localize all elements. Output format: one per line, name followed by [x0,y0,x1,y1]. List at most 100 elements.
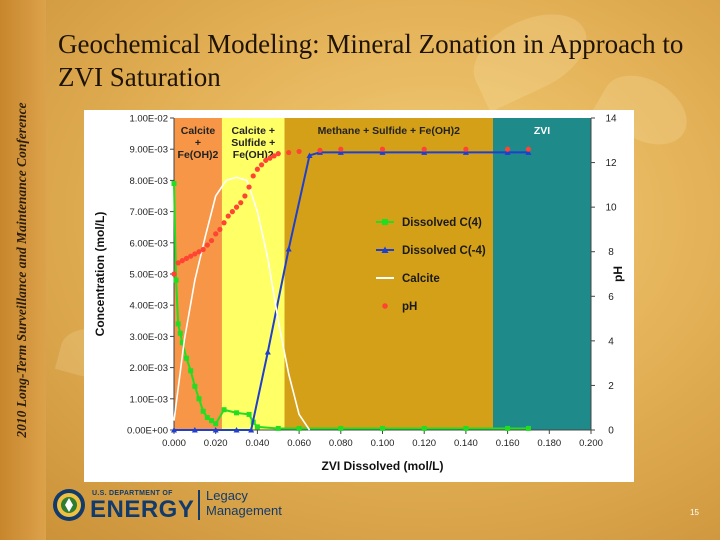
series-dissolved-c-4-point [248,427,255,433]
zone-label: + [195,137,201,149]
y-tick-label: 2.00E-03 [129,363,168,374]
series-dissolved-c-4-point [204,415,210,421]
x-tick-label: 0.160 [496,438,520,449]
series-dissolved-c-4-point [254,424,260,430]
series-dissolved-c-4-point [179,340,185,346]
y-tick-label: 8.00E-03 [129,176,168,187]
series-ph-point [286,149,292,156]
series-dissolved-c-4-point [421,425,427,431]
series-dissolved-c-4-point [525,425,531,431]
series-ph-point [463,146,469,152]
series-ph-point [250,173,256,179]
org-name: ENERGY [90,496,195,523]
series-dissolved-c-4-point [196,396,202,402]
series-dissolved-c-4-point [463,425,469,431]
series-ph-point [258,162,265,168]
side-band [0,0,46,540]
series-dissolved-c-4-point [212,427,219,433]
series-dissolved-c-4-point [525,149,532,155]
y2-tick-label: 8 [608,247,614,258]
x-tick-label: 0.000 [162,438,186,449]
zone-band-1 [221,118,285,430]
series-dissolved-c-4-point [221,407,227,413]
chart-container: Calcite + Fe(OH)2 Calcite + Sulfide + Fe(OH)2… [84,110,634,482]
y-axis-title: Concentration (mol/L) [93,212,107,337]
series-ph-point [225,213,231,219]
series-ph-point [217,226,223,233]
x-tick-label: 0.060 [287,438,311,449]
org-line: U.S. DEPARTMENT OF [92,490,173,497]
series-ph-point [505,146,511,152]
series-ph-point [229,209,235,215]
y2-tick-label: 0 [608,426,614,437]
y-tick-label: 4.00E-03 [129,301,168,312]
y2-tick-label: 12 [605,158,617,169]
legend-dissolved-c-4-swatch-marker [381,246,389,253]
y2-tick-label: 4 [608,336,614,347]
legend-dissolved-c-4-label: Dissolved C(-4) [402,245,486,257]
y-tick-label: 3.00E-03 [129,332,168,343]
zone-label: Calcite [181,125,216,137]
legend-calcite-label: Calcite [402,273,440,285]
series-ph-point [233,204,240,210]
series-dissolved-c-4-point [379,149,386,155]
y2-tick-label: 10 [605,203,617,214]
series-dissolved-c-4-point [213,421,219,427]
footer: U.S. DEPARTMENT OF ENERGY Legacy Managem… [40,482,720,540]
page-number: 15 [690,508,699,517]
series-dissolved-c-4-point [275,425,281,431]
series-ph-point [175,260,181,266]
series-dissolved-c-4-point [171,181,177,187]
y-tick-label: 6.00E-03 [129,238,168,249]
y2-axis-title: pH [611,266,625,282]
series-ph-point [379,146,386,152]
series-dissolved-c-4-point [175,321,181,327]
legend-dissolved-c-4-swatch-marker [382,219,388,225]
series-ph-point [254,166,260,172]
y-tick-label: 9.00E-03 [129,145,168,156]
series-ph-point [421,146,427,152]
zone-label: ZVI [534,125,550,137]
series-ph-point [246,184,252,190]
series-dissolved-c-4-point [234,410,240,416]
zone-label: Fe(OH)2 [233,149,274,161]
series-dissolved-c-4-point [421,149,428,155]
series-dissolved-c-4-point [177,330,183,336]
x-tick-label: 0.140 [454,438,478,449]
series-dissolved-c-4-point [296,425,302,431]
y2-tick-label: 6 [608,292,614,303]
series-ph-point [192,251,198,257]
x-tick-label: 0.020 [204,438,228,449]
legend-ph-swatch-marker [382,303,388,309]
series-dissolved-c-4-point [285,246,292,252]
series-dissolved-c-4-point [209,418,215,424]
x-tick-label: 0.200 [579,438,603,449]
series-ph-point [200,246,206,253]
x-tick-label: 0.120 [412,438,436,449]
series-ph-point [317,147,323,153]
x-tick-label: 0.100 [371,438,395,449]
series-dissolved-c-4-point [505,425,511,431]
series-dissolved-c-4-point [184,355,190,361]
series-ph-point [242,193,248,199]
series-ph-point [183,255,190,261]
y2-tick-label: 14 [605,114,617,125]
y-tick-label: 1.00E-03 [129,394,168,405]
zone-band-2 [284,118,494,430]
series-dissolved-c-4-point [173,277,179,283]
y-tick-label: 5.00E-03 [129,270,168,281]
office-line-1: Legacy [206,488,248,503]
series-dissolved-c-4-point [200,408,206,414]
series-dissolved-c-4-point [233,427,240,433]
office-name: Legacy Management [206,488,282,518]
x-tick-label: 0.040 [246,438,270,449]
series-dissolved-c-4-point [246,411,252,417]
zone-band-3 [493,118,591,430]
series-dissolved-c-4-point [264,349,271,355]
series-dissolved-c-4-point [338,425,344,431]
series-ph-point [525,146,532,152]
legend-ph-label: pH [402,301,417,313]
series-dissolved-c-4-point [504,149,511,155]
zone-label: Sulfide + [231,137,275,149]
x-tick-label: 0.180 [537,438,561,449]
